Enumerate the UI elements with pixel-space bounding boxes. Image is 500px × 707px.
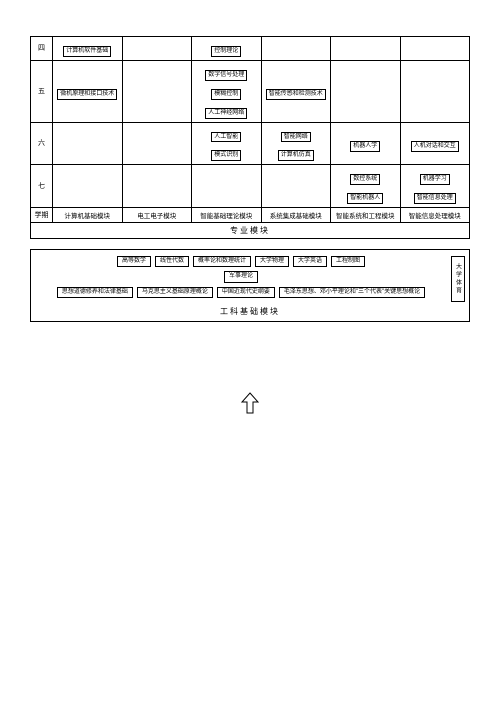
foundation-chip: 大学英语 bbox=[293, 256, 327, 267]
plan-cell bbox=[53, 122, 123, 165]
course-chip: 智能传感和检测技术 bbox=[266, 89, 326, 100]
semester-header: 学期 bbox=[31, 208, 53, 223]
foundation-block: 高等数学线性代数概率论和数理统计大学物理大学英语工程制图军事理论思想道德修养和法… bbox=[30, 249, 470, 322]
plan-cell: 人工智能模式识别 bbox=[192, 122, 262, 165]
course-chip: 机器人学 bbox=[350, 141, 380, 152]
semester-label: 四 bbox=[31, 37, 53, 61]
semester-label: 七 bbox=[31, 165, 53, 208]
plan-cell bbox=[261, 165, 331, 208]
module-header: 系统集成基础模块 bbox=[261, 208, 331, 223]
plan-cell: 微机原理和接口技术 bbox=[53, 60, 123, 122]
plan-cell: 机器人学 bbox=[331, 122, 401, 165]
foundation-chip: 概率论和数理统计 bbox=[193, 256, 251, 267]
course-chip: 控制理论 bbox=[211, 46, 241, 57]
plan-cell: 智能传感和检测技术 bbox=[261, 60, 331, 122]
plan-cell: 机器学习智能信息处理 bbox=[400, 165, 470, 208]
plan-cell bbox=[122, 37, 192, 61]
foundation-row: 军事理论 bbox=[35, 271, 447, 282]
foundation-chip: 马克思主义基础原理概论 bbox=[137, 287, 213, 298]
course-chip: 智能信息处理 bbox=[414, 193, 456, 204]
plan-span-title: 专业模块 bbox=[31, 223, 470, 239]
course-chip: 微机原理和接口技术 bbox=[57, 89, 117, 100]
plan-cell bbox=[400, 37, 470, 61]
foundation-chip: 军事理论 bbox=[224, 271, 258, 282]
course-chip: 计算机仿真 bbox=[278, 150, 314, 161]
curriculum-plan-table: 四计算机软件基础控制理论五微机原理和接口技术数字信号处理模糊控制人工神经网络智能… bbox=[30, 36, 470, 239]
plan-cell bbox=[192, 165, 262, 208]
foundation-chip: 线性代数 bbox=[155, 256, 189, 267]
foundation-main: 高等数学线性代数概率论和数理统计大学物理大学英语工程制图军事理论思想道德修养和法… bbox=[35, 256, 447, 302]
up-arrow-wrap bbox=[30, 392, 470, 414]
plan-cell bbox=[122, 122, 192, 165]
course-chip: 模式识别 bbox=[211, 150, 241, 161]
module-header: 智能系统和工程模块 bbox=[331, 208, 401, 223]
module-header: 电工电子模块 bbox=[122, 208, 192, 223]
course-chip: 数字信号处理 bbox=[205, 70, 247, 81]
plan-cell: 计算机软件基础 bbox=[53, 37, 123, 61]
plan-cell bbox=[53, 165, 123, 208]
foundation-chip: 毛泽东思想、邓小平理论和"三个代表"关键思想概论 bbox=[279, 287, 425, 298]
course-chip: 智能机器人 bbox=[347, 193, 383, 204]
course-chip: 模糊控制 bbox=[211, 89, 241, 100]
course-chip: 机器学习 bbox=[420, 174, 450, 185]
foundation-chip: 大学物理 bbox=[255, 256, 289, 267]
plan-cell bbox=[331, 60, 401, 122]
plan-cell bbox=[331, 37, 401, 61]
course-chip: 人工神经网络 bbox=[205, 108, 247, 119]
course-chip: 人工智能 bbox=[211, 132, 241, 143]
foundation-chip: 工程制图 bbox=[331, 256, 365, 267]
plan-cell: 人机对话和交互 bbox=[400, 122, 470, 165]
module-header: 计算机基础模块 bbox=[53, 208, 123, 223]
foundation-row: 思想道德修养和法律基础马克思主义基础原理概论中国近现代史纲要毛泽东思想、邓小平理… bbox=[35, 287, 447, 298]
course-chip: 智能网络 bbox=[281, 132, 311, 143]
module-header: 智能信息处理模块 bbox=[400, 208, 470, 223]
foundation-chip: 中国近现代史纲要 bbox=[217, 287, 275, 298]
plan-cell: 数字信号处理模糊控制人工神经网络 bbox=[192, 60, 262, 122]
foundation-title: 工科基础模块 bbox=[35, 306, 465, 317]
plan-cell: 数控系统智能机器人 bbox=[331, 165, 401, 208]
module-header: 智能基础理论模块 bbox=[192, 208, 262, 223]
plan-cell: 智能网络计算机仿真 bbox=[261, 122, 331, 165]
course-chip: 人机对话和交互 bbox=[411, 141, 459, 152]
semester-label: 六 bbox=[31, 122, 53, 165]
semester-label: 五 bbox=[31, 60, 53, 122]
course-chip: 计算机软件基础 bbox=[63, 46, 111, 57]
foundation-row: 高等数学线性代数概率论和数理统计大学物理大学英语工程制图 bbox=[35, 256, 447, 267]
course-chip: 数控系统 bbox=[350, 174, 380, 185]
foundation-chip: 高等数学 bbox=[117, 256, 151, 267]
plan-cell bbox=[122, 60, 192, 122]
plan-cell bbox=[122, 165, 192, 208]
foundation-side-chip: 大学体育 bbox=[451, 256, 465, 302]
plan-cell bbox=[261, 37, 331, 61]
plan-cell: 控制理论 bbox=[192, 37, 262, 61]
up-arrow-icon bbox=[241, 392, 259, 414]
plan-cell bbox=[400, 60, 470, 122]
foundation-chip: 思想道德修养和法律基础 bbox=[57, 287, 133, 298]
